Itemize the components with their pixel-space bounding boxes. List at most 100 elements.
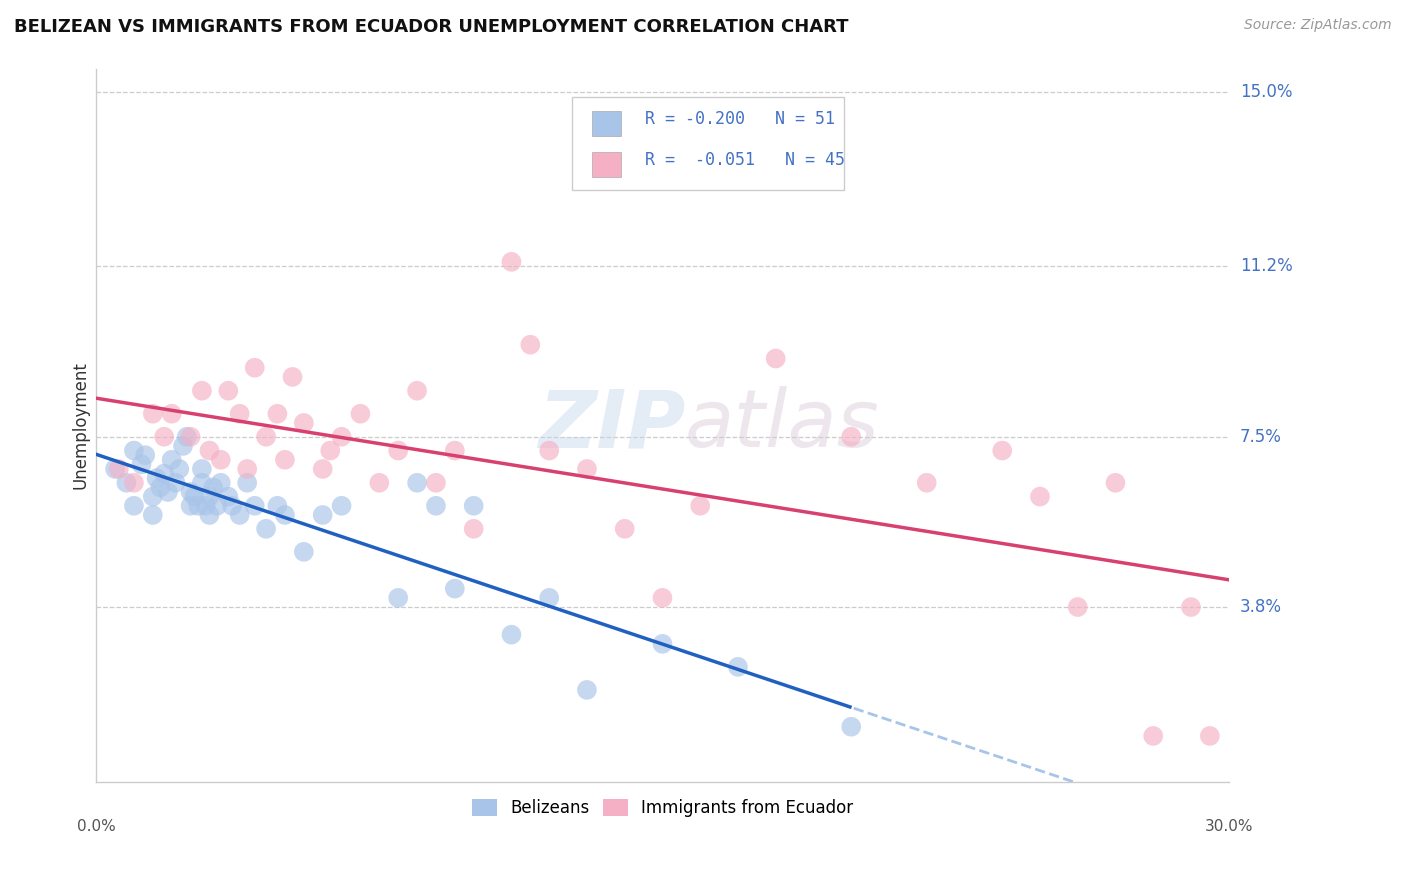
Point [153,430,176,444]
Point [330,499,353,513]
Point [425,475,447,490]
Point [406,475,429,490]
Point [160,407,183,421]
Point [254,430,277,444]
Point [281,370,304,384]
Point [156,485,179,500]
Point [274,452,297,467]
Point [387,591,409,605]
Point [915,475,938,490]
Point [217,490,239,504]
FancyBboxPatch shape [592,111,620,136]
Point [209,452,232,467]
Point [153,467,176,481]
Point [463,499,485,513]
Point [172,439,194,453]
Point [254,522,277,536]
Point [443,443,465,458]
Text: 11.2%: 11.2% [1240,258,1292,276]
Point [115,475,138,490]
Text: 7.5%: 7.5% [1240,428,1282,446]
Point [180,485,202,500]
Point [167,462,190,476]
Text: 0.0%: 0.0% [77,819,115,834]
Point [142,407,165,421]
Point [205,499,228,513]
Point [236,475,259,490]
Point [387,443,409,458]
Point [198,508,221,522]
Point [575,682,598,697]
Point [149,480,172,494]
Text: R =  -0.051   N = 45: R = -0.051 N = 45 [645,152,845,169]
Point [727,660,749,674]
Point [228,407,250,421]
Point [243,360,266,375]
Point [330,430,353,444]
Point [368,475,391,490]
Point [142,508,165,522]
Point [292,545,315,559]
Point [243,499,266,513]
Point [651,637,673,651]
Point [319,443,342,458]
Point [1067,600,1090,615]
Point [501,628,523,642]
Point [122,443,145,458]
Text: BELIZEAN VS IMMIGRANTS FROM ECUADOR UNEMPLOYMENT CORRELATION CHART: BELIZEAN VS IMMIGRANTS FROM ECUADOR UNEM… [14,18,849,36]
Point [651,591,673,605]
Text: R = -0.200   N = 51: R = -0.200 N = 51 [645,111,835,128]
Point [292,416,315,430]
Point [839,430,862,444]
Text: atlas: atlas [685,386,880,464]
Point [765,351,787,366]
Point [1029,490,1052,504]
Point [131,458,153,472]
Point [1104,475,1126,490]
Point [194,499,217,513]
Point [160,452,183,467]
Point [221,499,243,513]
Text: ZIP: ZIP [537,386,685,464]
FancyBboxPatch shape [572,97,844,190]
Point [274,508,297,522]
Point [991,443,1014,458]
Point [501,255,523,269]
Point [202,480,225,494]
FancyBboxPatch shape [592,152,620,177]
Point [142,490,165,504]
Point [122,475,145,490]
Point [122,499,145,513]
Legend: Belizeans, Immigrants from Ecuador: Belizeans, Immigrants from Ecuador [465,792,860,823]
Point [191,475,214,490]
Point [613,522,636,536]
Point [165,475,187,490]
Point [1180,600,1202,615]
Point [108,462,131,476]
Point [228,508,250,522]
Text: 3.8%: 3.8% [1240,598,1282,616]
Point [349,407,371,421]
Point [198,490,221,504]
Point [538,591,561,605]
Text: 30.0%: 30.0% [1205,819,1253,834]
Point [266,407,288,421]
Point [406,384,429,398]
Point [209,475,232,490]
Point [519,337,541,351]
Point [104,462,127,476]
Point [183,490,205,504]
Text: Source: ZipAtlas.com: Source: ZipAtlas.com [1244,18,1392,32]
Point [575,462,598,476]
Point [312,462,335,476]
Point [463,522,485,536]
Point [145,471,167,485]
Point [198,443,221,458]
Point [1198,729,1220,743]
Point [180,499,202,513]
Point [689,499,711,513]
Point [312,508,335,522]
Point [443,582,465,596]
Point [425,499,447,513]
Point [187,499,209,513]
